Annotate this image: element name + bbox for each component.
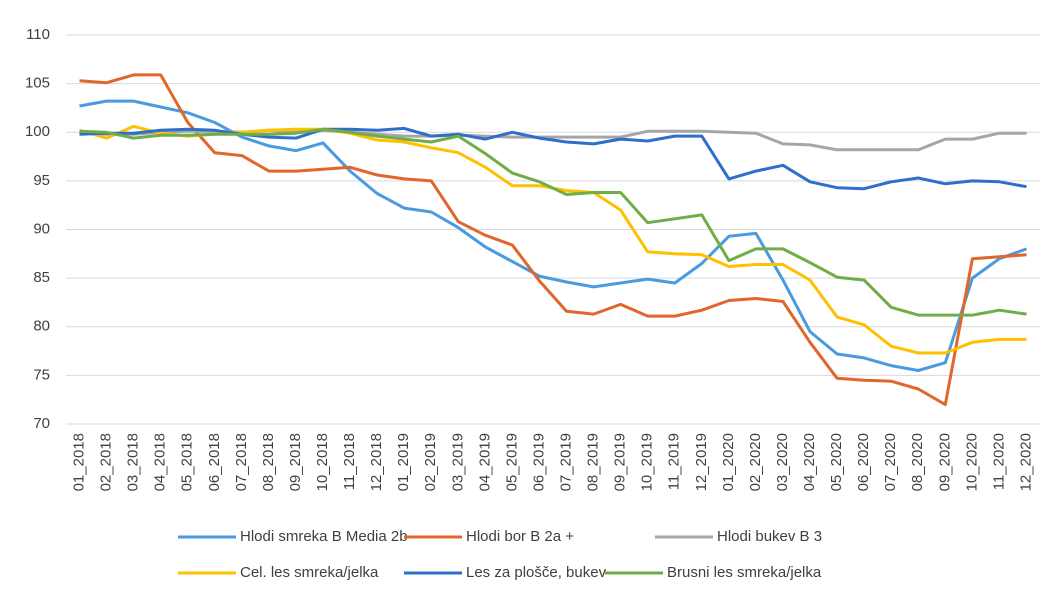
x-tick-label: 02_2019 bbox=[422, 433, 439, 491]
x-tick-label: 12_2020 bbox=[1017, 433, 1034, 491]
legend-label: Cel. les smreka/jelka bbox=[240, 564, 379, 581]
x-tick-label: 10_2018 bbox=[314, 433, 331, 491]
x-tick-label: 08_2018 bbox=[260, 433, 277, 491]
x-tick-label: 02_2018 bbox=[98, 433, 115, 491]
series-line bbox=[79, 127, 1027, 317]
x-tick-label: 12_2018 bbox=[368, 433, 385, 491]
x-tick-label: 08_2020 bbox=[909, 433, 926, 491]
x-tick-label: 09_2020 bbox=[936, 433, 953, 491]
x-tick-label: 07_2020 bbox=[882, 433, 899, 491]
x-tick-label: 11_2019 bbox=[666, 433, 683, 490]
x-tick-label: 01_2019 bbox=[395, 433, 412, 491]
x-tick-label: 04_2018 bbox=[152, 433, 169, 491]
series-line bbox=[79, 124, 1027, 355]
x-tick-label: 04_2020 bbox=[801, 433, 818, 491]
legend-label: Hlodi bukev B 3 bbox=[717, 528, 822, 545]
x-tick-label: 06_2019 bbox=[530, 433, 547, 491]
x-tick-label: 10_2020 bbox=[963, 433, 980, 491]
legend-label: Les za plošče, bukev bbox=[466, 564, 607, 581]
x-tick-label: 03_2020 bbox=[774, 433, 791, 491]
x-tick-label: 09_2019 bbox=[612, 433, 629, 491]
y-tick-label: 95 bbox=[33, 172, 50, 189]
x-tick-label: 07_2018 bbox=[233, 433, 250, 491]
x-tick-label: 06_2020 bbox=[855, 433, 872, 491]
legend-label: Hlodi bor B 2a + bbox=[466, 528, 574, 545]
x-tick-label: 02_2020 bbox=[747, 433, 764, 491]
series-line bbox=[79, 73, 1027, 407]
legend-label: Brusni les smreka/jelka bbox=[667, 564, 822, 581]
x-tick-label: 11_2018 bbox=[341, 433, 358, 490]
y-tick-label: 90 bbox=[33, 220, 50, 237]
x-tick-label: 05_2019 bbox=[503, 433, 520, 491]
x-tick-label: 01_2018 bbox=[70, 433, 87, 491]
y-tick-label: 80 bbox=[33, 318, 50, 335]
x-tick-label: 11_2020 bbox=[990, 433, 1007, 490]
x-tick-label: 03_2018 bbox=[125, 433, 142, 491]
y-tick-label: 105 bbox=[25, 75, 50, 92]
x-tick-label: 08_2019 bbox=[585, 433, 602, 491]
y-tick-label: 75 bbox=[33, 366, 50, 383]
legend-label: Hlodi smreka B Media 2b bbox=[240, 528, 408, 545]
y-tick-label: 70 bbox=[33, 415, 50, 432]
x-tick-label: 04_2019 bbox=[476, 433, 493, 491]
x-tick-label: 05_2018 bbox=[179, 433, 196, 491]
x-tick-label: 10_2019 bbox=[639, 433, 656, 491]
x-tick-label: 12_2019 bbox=[693, 433, 710, 491]
x-tick-label: 09_2018 bbox=[287, 433, 304, 491]
x-tick-label: 01_2020 bbox=[720, 433, 737, 491]
x-tick-label: 06_2018 bbox=[206, 433, 223, 491]
x-tick-label: 03_2019 bbox=[449, 433, 466, 491]
y-tick-label: 110 bbox=[26, 26, 50, 43]
x-tick-label: 05_2020 bbox=[828, 433, 845, 491]
y-tick-label: 85 bbox=[33, 269, 50, 286]
y-tick-label: 100 bbox=[25, 123, 50, 140]
x-tick-label: 07_2019 bbox=[557, 433, 574, 491]
